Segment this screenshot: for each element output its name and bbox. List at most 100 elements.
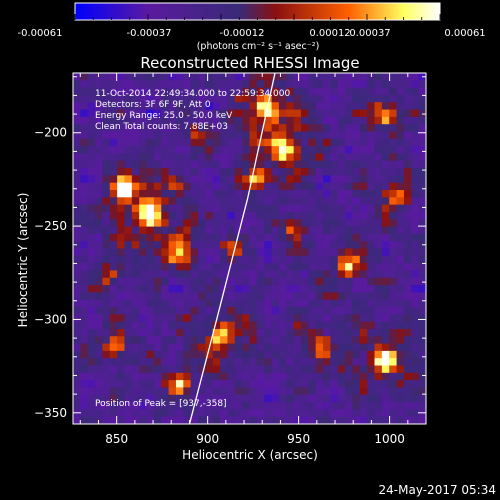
heatmap-cell [139, 197, 147, 206]
heatmap-cell [315, 387, 324, 396]
heatmap-cell [212, 394, 221, 403]
heatmap-cell [175, 80, 184, 89]
heatmap-cell [234, 343, 243, 352]
heatmap-cell [249, 204, 258, 213]
heatmap-cell [102, 241, 111, 249]
heatmap-cell [315, 204, 324, 213]
heatmap-cell [146, 336, 155, 344]
heatmap-cell [256, 285, 265, 293]
heatmap-cell [175, 102, 184, 110]
heatmap-cell [418, 343, 426, 352]
heatmap-cell [117, 116, 125, 125]
heatmap-cell [153, 80, 162, 89]
heatmap-cell [102, 197, 111, 206]
heatmap-cell [212, 409, 221, 418]
heatmap-cell [153, 226, 162, 235]
heatmap-cell [80, 226, 89, 235]
heatmap-cell [153, 372, 162, 381]
heatmap-cell [80, 168, 89, 176]
heatmap-cell [212, 328, 221, 337]
heatmap-cell [308, 94, 317, 103]
heatmap-cell [198, 336, 206, 344]
heatmap-cell [345, 321, 353, 330]
heatmap-cell [330, 102, 339, 110]
heatmap-cell [359, 277, 368, 286]
heatmap-cell [403, 358, 412, 366]
colorbar-tick-label-2: -0.00037 [127, 28, 172, 39]
heatmap-cell [374, 416, 383, 424]
heatmap-cell [95, 116, 103, 125]
heatmap-cell [73, 321, 81, 330]
heatmap-cell [352, 241, 361, 249]
heatmap-cell [131, 138, 140, 147]
heatmap-cell [73, 328, 81, 337]
heatmap-cell [234, 124, 243, 132]
heatmap-cell [153, 190, 162, 198]
heatmap-cell [249, 190, 258, 198]
heatmap-cell [212, 402, 221, 410]
heatmap-cell [95, 146, 103, 154]
heatmap-cell [168, 219, 177, 227]
heatmap-cell [73, 343, 81, 352]
heatmap-cell [80, 109, 89, 118]
heatmap-cell [220, 241, 228, 249]
heatmap-cell [198, 197, 206, 206]
heatmap-cell [183, 146, 192, 154]
heatmap-cell [367, 299, 375, 308]
heatmap-cell [374, 124, 383, 132]
heatmap-cell [220, 307, 228, 315]
heatmap-cell [286, 343, 295, 352]
heatmap-cell [109, 73, 118, 81]
heatmap-cell [161, 197, 169, 206]
heatmap-cell [139, 80, 147, 89]
heatmap-cell [212, 336, 221, 344]
heatmap-cell [234, 416, 243, 424]
heatmap-cell [300, 321, 309, 330]
heatmap-cell [411, 146, 420, 154]
heatmap-cell [411, 380, 420, 388]
heatmap-cell [374, 204, 383, 213]
heatmap-cell [264, 409, 272, 418]
heatmap-cell [80, 365, 89, 374]
heatmap-cell [315, 380, 324, 388]
heatmap-cell [183, 80, 192, 89]
heatmap-cell [87, 116, 96, 125]
heatmap-cell [249, 277, 258, 286]
footer-date: 24-May-2017 05:34 [379, 483, 496, 497]
heatmap-cell [256, 328, 265, 337]
heatmap-cell [293, 307, 302, 315]
heatmap-cell [374, 263, 383, 271]
heatmap-cell [212, 270, 221, 279]
heatmap-cell [183, 409, 192, 418]
heatmap-cell [256, 372, 265, 381]
heatmap-cell [102, 255, 111, 264]
heatmap-cell [161, 350, 169, 359]
heatmap-cell [367, 102, 375, 110]
heatmap-cell [308, 277, 317, 286]
heatmap-cell [256, 138, 265, 147]
heatmap-cell [337, 87, 346, 96]
heatmap-cell [102, 168, 111, 176]
heatmap-cell [109, 358, 118, 366]
heatmap-cell [367, 226, 375, 235]
heatmap-cell [264, 365, 272, 374]
heatmap-cell [117, 321, 125, 330]
heatmap-cell [418, 190, 426, 198]
heatmap-cell [242, 211, 250, 220]
heatmap-cell [102, 277, 111, 286]
heatmap-cell [80, 190, 89, 198]
heatmap-cell [308, 409, 317, 418]
heatmap-cell [131, 314, 140, 323]
heatmap-cell [190, 233, 199, 242]
heatmap-cell [374, 248, 383, 257]
heatmap-cell [87, 226, 96, 235]
heatmap-cell [117, 138, 125, 147]
heatmap-cell [271, 80, 280, 89]
heatmap-cell [146, 160, 155, 169]
heatmap-cell [117, 226, 125, 235]
heatmap-cell [146, 314, 155, 323]
heatmap-cell [183, 190, 192, 198]
heatmap-cell [117, 292, 125, 301]
heatmap-cell [205, 336, 214, 344]
heatmap-cell [124, 314, 133, 323]
